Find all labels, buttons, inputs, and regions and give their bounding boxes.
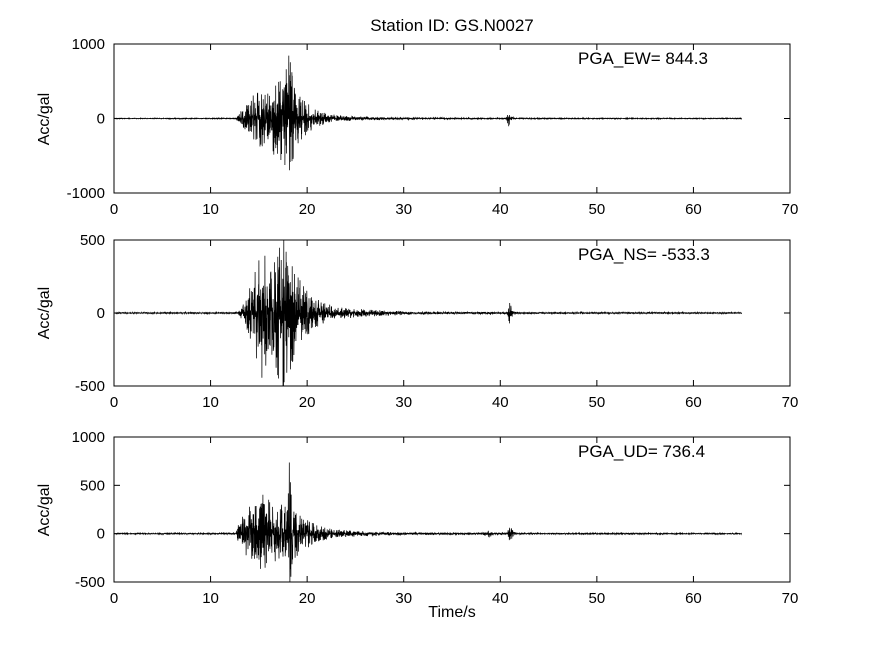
y-axis-label-ns: Acc/gal <box>36 286 53 340</box>
axes-box <box>113 436 791 583</box>
y-tick-label: 1000 <box>72 429 105 446</box>
x-tick-label: 30 <box>395 394 412 411</box>
y-tick-label: 1000 <box>72 36 105 53</box>
x-tick-label: 20 <box>299 590 316 607</box>
y-tick-label: 500 <box>80 232 105 249</box>
y-axis-label-ew: Acc/gal <box>36 92 53 145</box>
subplot-ns: Acc/gal PGA_NS= -533.3 0 10 20 30 40 50 60 70 -5… <box>36 232 798 411</box>
x-tick-label: 30 <box>395 201 412 218</box>
y-tick-label: -500 <box>75 378 105 395</box>
x-tick-label: 10 <box>202 590 219 607</box>
waveform-trace <box>113 239 743 387</box>
x-tick-label: 40 <box>492 590 509 607</box>
waveform-trace <box>113 462 742 583</box>
x-tick-label: 60 <box>685 590 702 607</box>
pga-annotation-ew: PGA_EW= 844.3 <box>578 49 708 68</box>
x-tick-label: 10 <box>202 201 219 218</box>
x-tick-label: 0 <box>110 394 118 411</box>
subplot-ud: Acc/gal PGA_UD= 736.4 0 10 20 30 40 50 60 70 -50… <box>36 429 799 607</box>
x-tick-label: 30 <box>395 590 412 607</box>
x-tick-label: 70 <box>782 201 799 218</box>
x-tick-label: 50 <box>589 590 606 607</box>
waveform-trace <box>113 55 742 171</box>
y-tick-label: 0 <box>97 305 105 322</box>
axes-ns: 0 10 20 30 40 50 60 70 -500 0 500 <box>75 232 798 411</box>
x-tick-label: 70 <box>782 394 799 411</box>
x-tick-label: 70 <box>782 590 799 607</box>
x-tick-label: 40 <box>492 394 509 411</box>
x-tick-label: 20 <box>299 201 316 218</box>
y-axis-label-ud: Acc/gal <box>36 483 53 536</box>
x-tick-label: 60 <box>685 394 702 411</box>
x-tick-label: 40 <box>492 201 509 218</box>
x-axis-label: Time/s <box>428 604 476 621</box>
y-tick-label: 0 <box>97 111 105 128</box>
x-tick-label: 10 <box>202 394 219 411</box>
pga-annotation-ns: PGA_NS= -533.3 <box>578 245 710 264</box>
y-tick-label: -500 <box>75 574 105 591</box>
x-tick-label: 20 <box>299 394 316 411</box>
y-tick-label: -1000 <box>67 185 105 202</box>
pga-annotation-ud: PGA_UD= 736.4 <box>578 442 706 461</box>
axes-ew: 0 10 20 30 40 50 60 70 -1000 0 1000 <box>67 36 799 218</box>
x-tick-label: 0 <box>110 201 118 218</box>
y-tick-label: 0 <box>97 526 105 543</box>
axes-ud: 0 10 20 30 40 50 60 70 -500 0 500 1000 <box>72 429 799 607</box>
x-tick-label: 60 <box>685 201 702 218</box>
x-tick-label: 50 <box>589 201 606 218</box>
y-tick-label: 500 <box>80 477 105 494</box>
x-tick-label: 50 <box>589 394 606 411</box>
subplot-ew: Acc/gal PGA_EW= 844.3 0 10 20 30 40 50 60 70 -10… <box>36 36 799 218</box>
figure-title: Station ID: GS.N0027 <box>370 16 534 35</box>
x-tick-label: 0 <box>110 590 118 607</box>
